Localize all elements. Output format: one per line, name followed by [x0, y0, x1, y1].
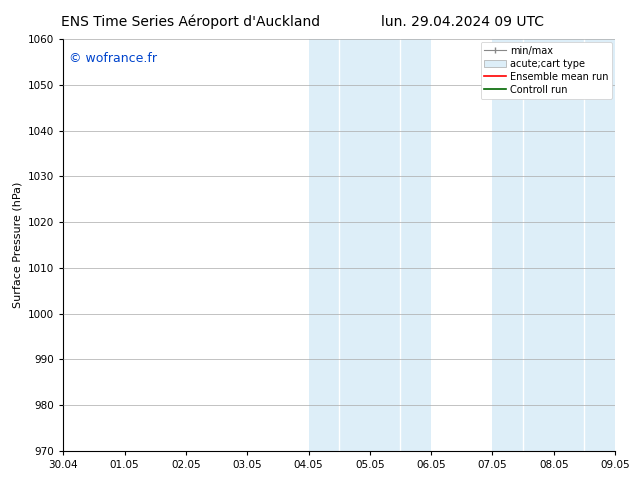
- Text: © wofrance.fr: © wofrance.fr: [69, 51, 157, 65]
- Y-axis label: Surface Pressure (hPa): Surface Pressure (hPa): [13, 182, 23, 308]
- Bar: [370, 39, 431, 451]
- Bar: [493, 39, 553, 451]
- Bar: [309, 39, 370, 451]
- Text: lun. 29.04.2024 09 UTC: lun. 29.04.2024 09 UTC: [381, 15, 545, 29]
- Legend: min/max, acute;cart type, Ensemble mean run, Controll run: min/max, acute;cart type, Ensemble mean …: [481, 42, 612, 98]
- Text: ENS Time Series Aéroport d'Auckland: ENS Time Series Aéroport d'Auckland: [61, 15, 320, 29]
- Bar: [553, 39, 615, 451]
